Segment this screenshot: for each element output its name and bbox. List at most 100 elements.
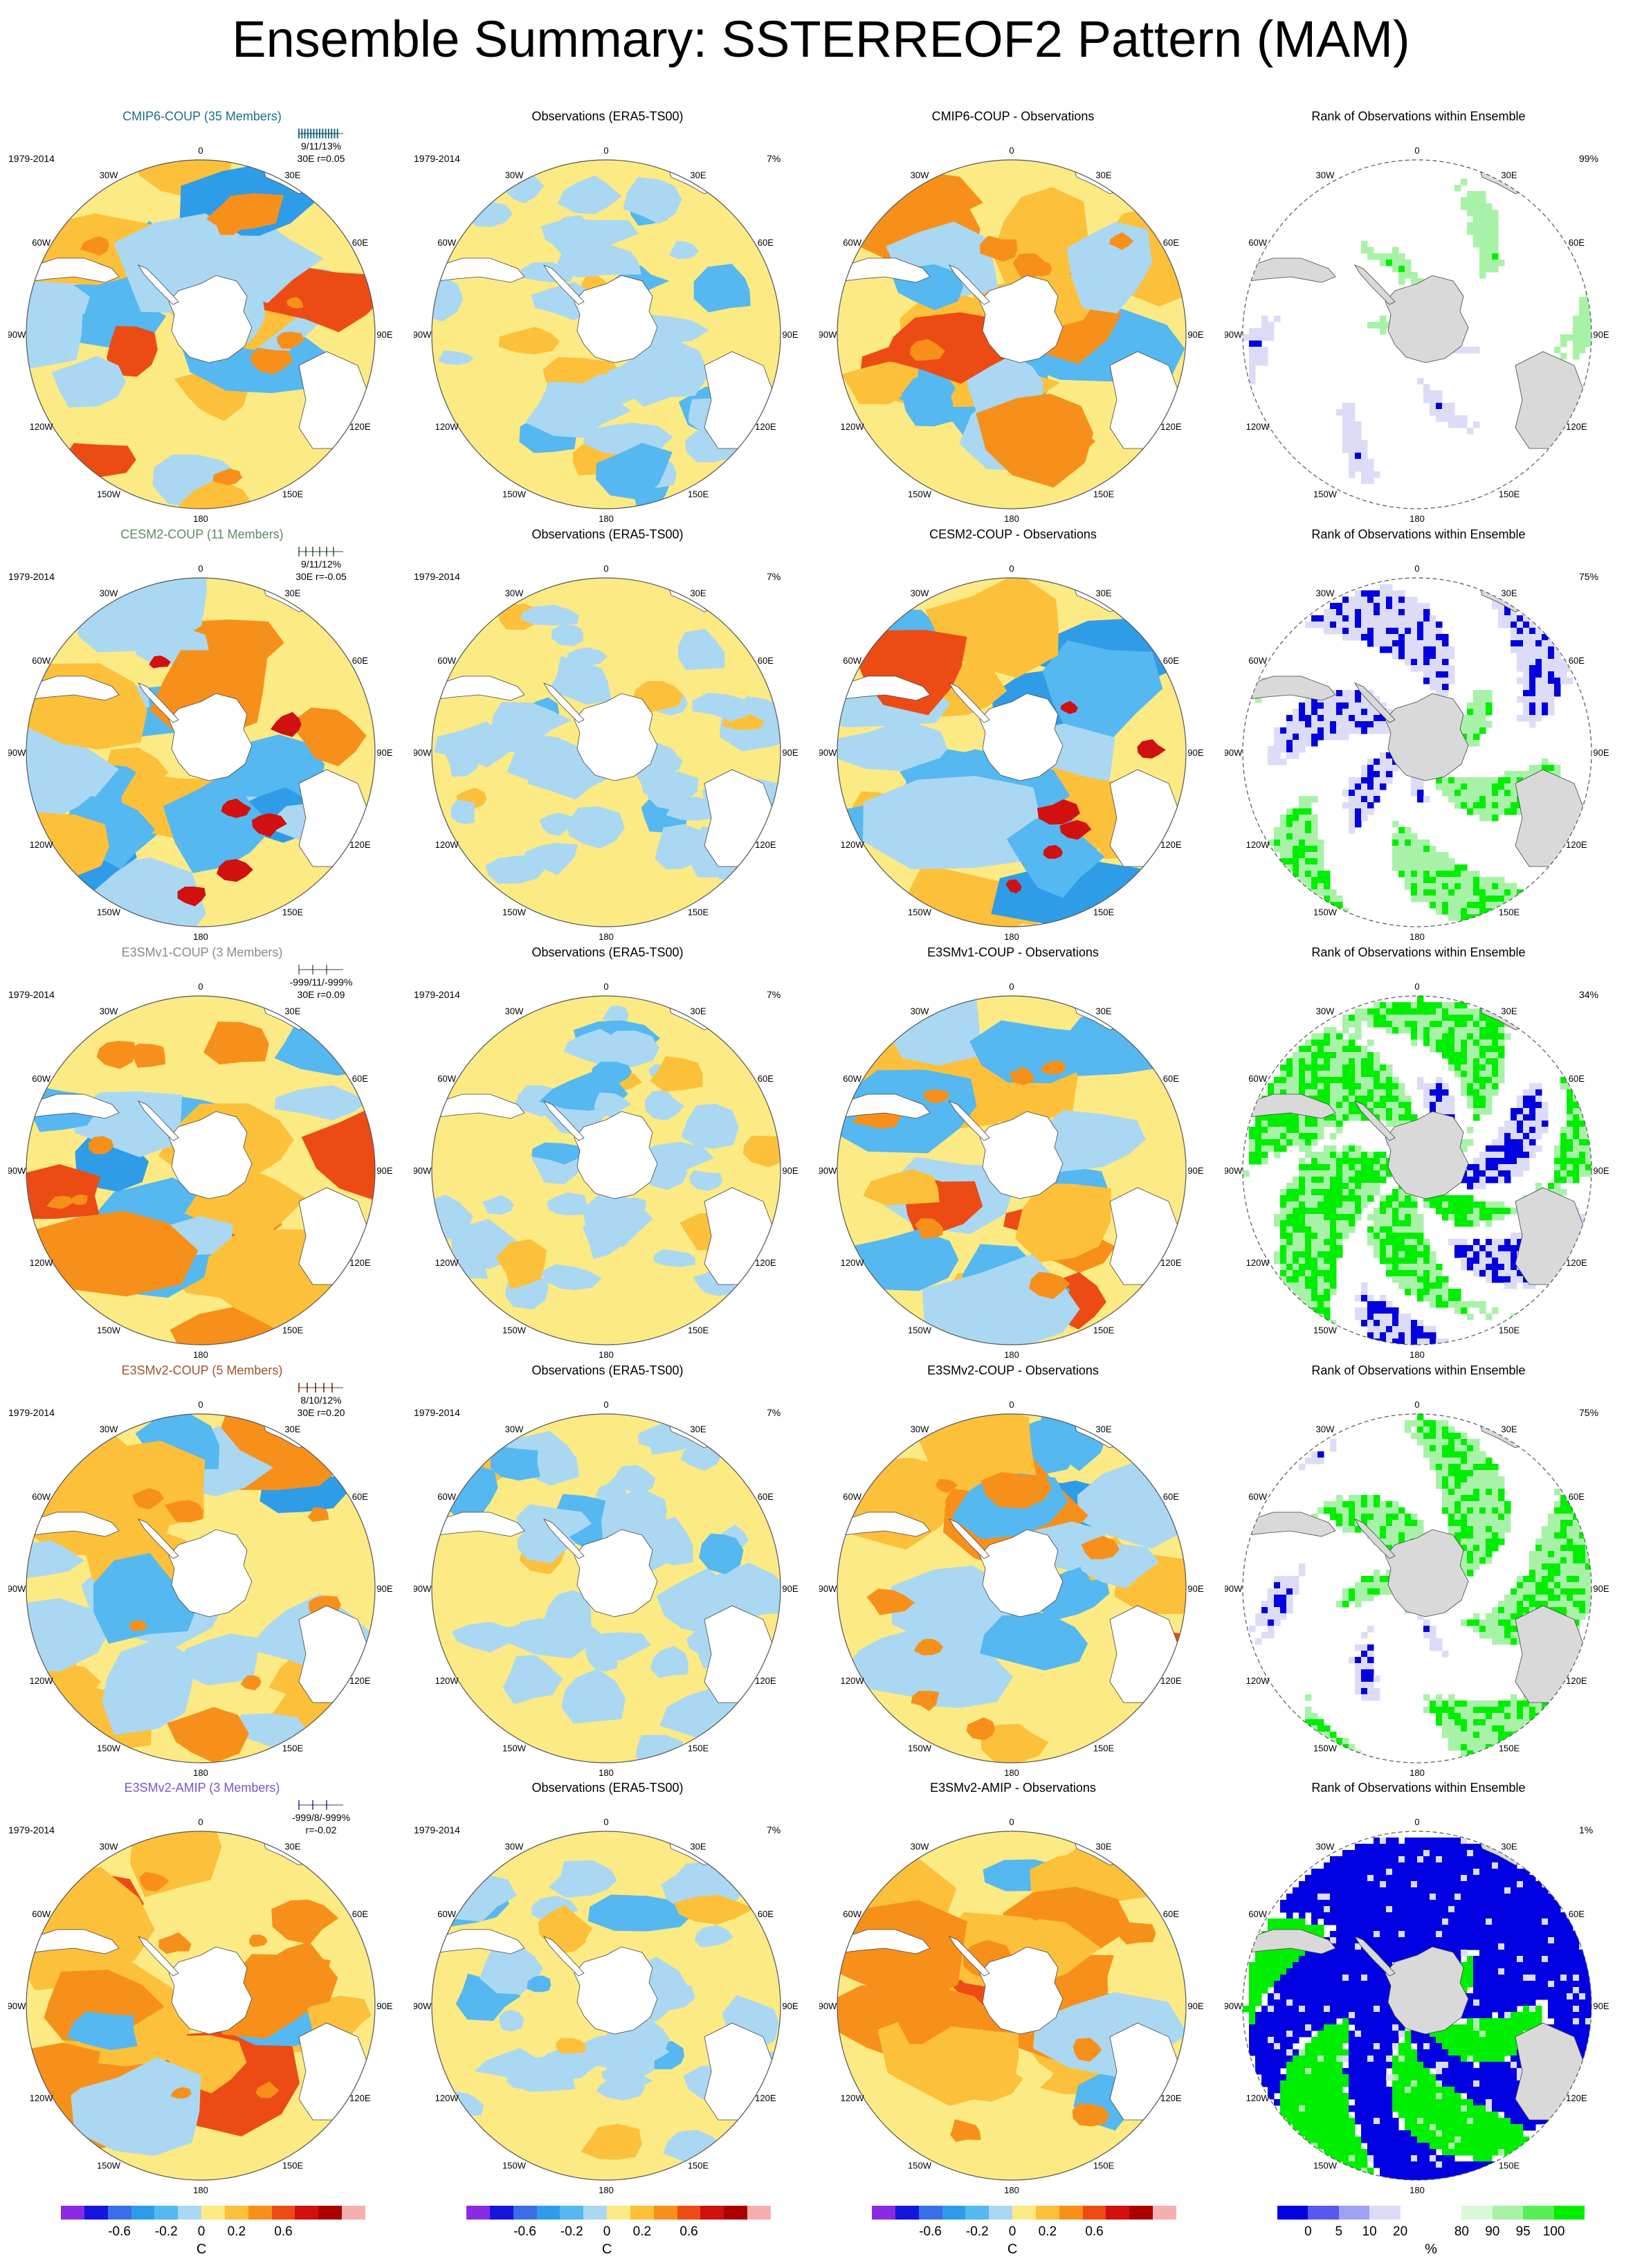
colorbar-swatch: [513, 2206, 537, 2220]
lon-label: 30E: [284, 1424, 300, 1435]
panel-title: E3SMv2-COUP - Observations: [819, 1363, 1207, 1378]
lon-label: 0: [603, 1399, 608, 1410]
lon-label: 60W: [1248, 1491, 1267, 1502]
lon-label: 150W: [908, 907, 932, 917]
variance-stats: 9/11/12%: [301, 559, 341, 570]
pattern-region: [889, 990, 980, 1066]
lon-label: 120W: [30, 840, 54, 850]
colorbar-swatch: [677, 2206, 701, 2220]
lon-label: 60W: [32, 1491, 51, 1502]
correlation-stats: 30E r=0.09: [298, 989, 345, 1000]
lon-label: 60E: [1163, 1073, 1179, 1084]
lon-label: 150E: [1499, 2160, 1520, 2170]
colorbar-swatch: [942, 2206, 966, 2220]
lon-label: 30E: [690, 170, 706, 181]
lon-label: 150W: [908, 1325, 932, 1335]
lon-label: 60E: [1569, 655, 1585, 666]
lon-label: 180: [1004, 2185, 1019, 2195]
lon-label: 30E: [1501, 1006, 1517, 1017]
lon-label: 150W: [97, 1743, 121, 1753]
colorbar-tick-label: -0.6: [513, 2224, 536, 2240]
lon-label: 90W: [1225, 1165, 1243, 1176]
lon-label: 90W: [8, 1165, 26, 1176]
lon-label: 180: [1410, 514, 1425, 524]
lon-label: 120E: [755, 1258, 776, 1268]
colorbar-tick-label: 90: [1485, 2224, 1499, 2240]
colorbar-swatch: [84, 2206, 108, 2220]
panel-title: Rank of Observations within Ensemble: [1225, 1363, 1612, 1378]
lon-label: 30E: [1501, 588, 1517, 599]
polar-map: 030E60E90E120E150E180150W120W90W60W30W75…: [1225, 1377, 1612, 1786]
lon-label: 0: [1009, 145, 1014, 156]
colorbar-swatch: [178, 2206, 201, 2220]
lon-label: 30W: [911, 1842, 929, 1852]
lon-label: 90E: [782, 2001, 798, 2011]
lon-label: 0: [603, 1817, 608, 1827]
panel-title: E3SMv2-COUP (5 Members): [8, 1363, 396, 1378]
lon-label: 90E: [1187, 1165, 1203, 1176]
land-outline: [299, 1188, 368, 1285]
period-label: 1979-2014: [414, 1407, 460, 1418]
lon-label: 90W: [1225, 2001, 1243, 2011]
colorbar-unit: C: [1007, 2242, 1017, 2258]
lon-label: 120W: [1246, 421, 1270, 432]
lon-label: 120W: [30, 2093, 54, 2103]
lon-label: 150E: [282, 2160, 304, 2170]
lon-label: 120W: [435, 2093, 459, 2103]
lon-label: 180: [599, 932, 614, 942]
lon-label: 60W: [32, 1073, 51, 1084]
obs-percent: 7%: [767, 153, 781, 164]
lon-label: 180: [599, 1350, 614, 1360]
lon-label: 0: [1009, 1399, 1014, 1410]
lon-label: 90W: [819, 1584, 837, 1594]
correlation-stats: 30E r=0.20: [298, 1407, 345, 1418]
lon-label: 180: [1410, 1350, 1425, 1360]
lon-label: 120E: [1160, 421, 1182, 432]
lon-label: 0: [1009, 563, 1014, 574]
lon-label: 150E: [1093, 907, 1115, 917]
lon-label: 30W: [1316, 1424, 1335, 1435]
panel-title: CMIP6-COUP - Observations: [819, 109, 1207, 124]
rank-percent: 34%: [1579, 989, 1598, 1000]
lon-label: 150E: [1093, 2160, 1115, 2170]
lon-label: 30E: [1095, 588, 1111, 599]
variance-stats: 9/11/13%: [301, 140, 341, 152]
lon-label: 60W: [437, 237, 456, 248]
lon-label: 180: [1004, 1768, 1019, 1778]
polar-map: 030E60E90E120E150E180150W120W90W60W30W19…: [414, 1377, 801, 1786]
polar-map: 030E60E90E120E150E180150W120W90W60W30W19…: [414, 1795, 801, 2203]
lon-label: 90W: [414, 2001, 432, 2011]
panel-title: Rank of Observations within Ensemble: [1225, 945, 1612, 960]
colorbar-swatch: [607, 2206, 630, 2220]
lon-label: 60E: [352, 1073, 368, 1084]
colorbar-swatch: [1554, 2206, 1585, 2220]
colorbar-swatch: [1083, 2206, 1106, 2220]
polar-map: 030E60E90E120E150E180150W120W90W60W30W19…: [8, 959, 396, 1368]
lon-label: 60W: [843, 237, 861, 248]
colorbar-swatch: [1153, 2206, 1176, 2220]
lon-label: 150W: [1313, 907, 1338, 917]
lon-label: 0: [198, 1817, 203, 1827]
lon-label: 120W: [841, 840, 865, 850]
colorbar-swatch: [965, 2206, 989, 2220]
lon-label: 60W: [843, 655, 861, 666]
colorbar-swatch: [466, 2206, 490, 2220]
lon-label: 90E: [376, 2001, 392, 2011]
colorbar-swatch: [1523, 2206, 1554, 2220]
lon-label: 120W: [30, 1676, 54, 1686]
lon-label: 90E: [782, 329, 798, 340]
lon-label: 30W: [100, 170, 118, 181]
period-label: 1979-2014: [414, 1824, 460, 1835]
lon-label: 30E: [1501, 1842, 1517, 1852]
correlation-stats: 30E r=0.05: [298, 153, 345, 164]
obs-percent: 7%: [767, 989, 781, 1000]
colorbar-tick-label: 95: [1516, 2224, 1531, 2240]
polar-map: 030E60E90E120E150E180150W120W90W60W30W99…: [1225, 123, 1612, 532]
lon-label: 0: [603, 981, 608, 992]
